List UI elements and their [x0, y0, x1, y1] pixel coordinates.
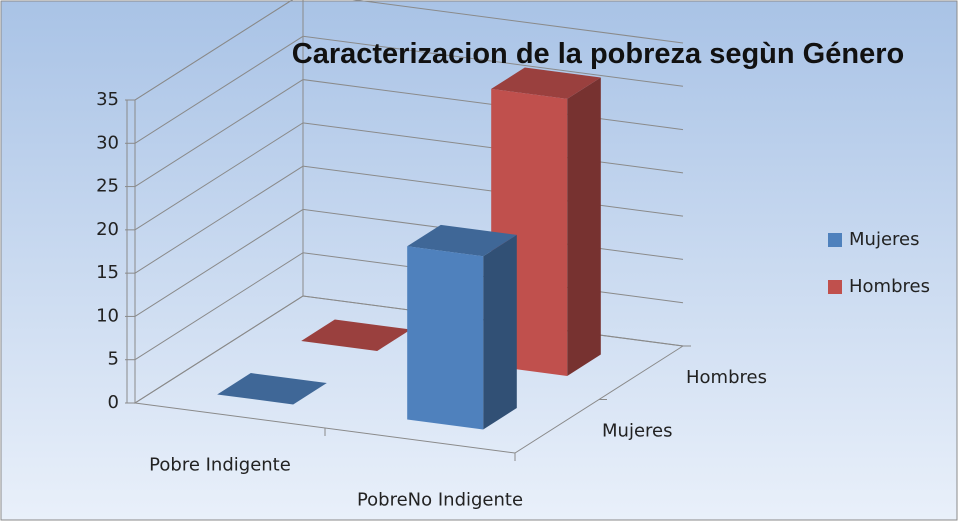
bar-side	[483, 234, 517, 430]
x-tick-label: Pobre Indigente	[149, 455, 291, 476]
bar-top	[217, 373, 327, 405]
x-tick-label: PobreNo Indigente	[357, 490, 523, 511]
y-tick-label: 25	[96, 176, 119, 197]
legend-swatch	[828, 233, 842, 247]
bar-top	[491, 67, 601, 99]
y-tick-label: 5	[108, 349, 119, 370]
y-tick-label: 30	[96, 132, 119, 153]
bar-front	[217, 394, 294, 405]
legend-swatch	[828, 280, 842, 294]
y-tick-label: 15	[96, 262, 119, 283]
bar-side	[567, 77, 601, 376]
legend-label: Mujeres	[849, 229, 919, 250]
grid-line	[134, 35, 684, 144]
bar-top	[407, 224, 517, 257]
chart-title: Caracterizacion de la pobreza segùn Géne…	[291, 38, 905, 70]
bar-top	[301, 319, 411, 351]
grid-line	[134, 0, 684, 101]
y-tick-label: 20	[96, 219, 119, 240]
y-tick-label: 10	[96, 305, 119, 326]
legend-label: Hombres	[849, 276, 930, 297]
z-tick-label: Mujeres	[602, 420, 672, 441]
y-tick-label: 35	[96, 89, 119, 110]
bar-front	[407, 246, 484, 430]
z-tick-label: Hombres	[686, 367, 767, 388]
y-tick-label: 0	[108, 392, 119, 413]
